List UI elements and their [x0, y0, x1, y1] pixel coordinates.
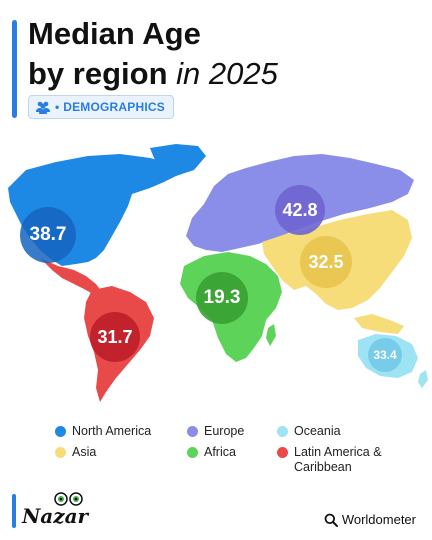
legend: North America Europe Oceania Asia Africa… — [55, 420, 415, 480]
search-icon — [324, 513, 338, 527]
bubble-oceania: 33.4 — [368, 338, 402, 372]
bubble-asia: 32.5 — [300, 236, 352, 288]
legend-swatch-oceania — [277, 426, 288, 437]
legend-item-europe: Europe — [187, 424, 244, 439]
region-southeast-asia — [354, 314, 404, 334]
bubble-europe: 42.8 — [275, 185, 325, 235]
legend-swatch-north-america — [55, 426, 66, 437]
source-label: Worldometer — [341, 512, 416, 527]
legend-swatch-africa — [187, 447, 198, 458]
region-central-america — [40, 258, 102, 296]
region-madagascar — [266, 324, 276, 346]
bubble-latin-america: 31.7 — [90, 312, 140, 362]
page-title: Median Age by region in 2025 — [28, 14, 418, 94]
title-accent-bar — [12, 20, 17, 118]
legend-swatch-latin-america — [277, 447, 288, 458]
legend-swatch-asia — [55, 447, 66, 458]
tag-bullet: • — [55, 100, 60, 114]
title-line-2: by region in 2025 — [28, 54, 418, 94]
bubble-north-america: 38.7 — [20, 207, 76, 263]
logo-text: Nazar — [22, 504, 89, 528]
legend-label-oceania: Oceania — [294, 424, 341, 438]
legend-label-asia: Asia — [72, 445, 97, 459]
legend-label-europe: Europe — [204, 424, 245, 438]
legend-item-latin-america: Latin America & Caribbean — [277, 445, 397, 475]
category-tag: • DEMOGRAPHICS — [28, 95, 174, 119]
region-greenland — [150, 144, 206, 176]
legend-item-asia: Asia — [55, 445, 96, 460]
legend-item-oceania: Oceania — [277, 424, 341, 439]
legend-label-north-america: North America — [72, 424, 152, 438]
people-icon — [36, 101, 50, 114]
tag-label: DEMOGRAPHICS — [63, 100, 165, 114]
legend-item-africa: Africa — [187, 445, 236, 460]
bubble-africa: 19.3 — [196, 272, 248, 324]
logo-accent-bar — [12, 494, 16, 528]
brand-logo: Nazar — [12, 490, 102, 532]
eyes-icon — [54, 492, 83, 506]
title-bold-part: by region — [28, 56, 168, 91]
legend-swatch-europe — [187, 426, 198, 437]
legend-item-north-america: North America — [55, 424, 151, 439]
region-new-zealand — [418, 370, 428, 388]
legend-label-africa: Africa — [204, 445, 236, 459]
legend-label-latin-america: Latin America & Caribbean — [294, 445, 382, 474]
title-italic-part: in 2025 — [176, 56, 278, 91]
source-credit: Worldometer — [324, 512, 416, 527]
title-line-1: Median Age — [28, 16, 201, 51]
